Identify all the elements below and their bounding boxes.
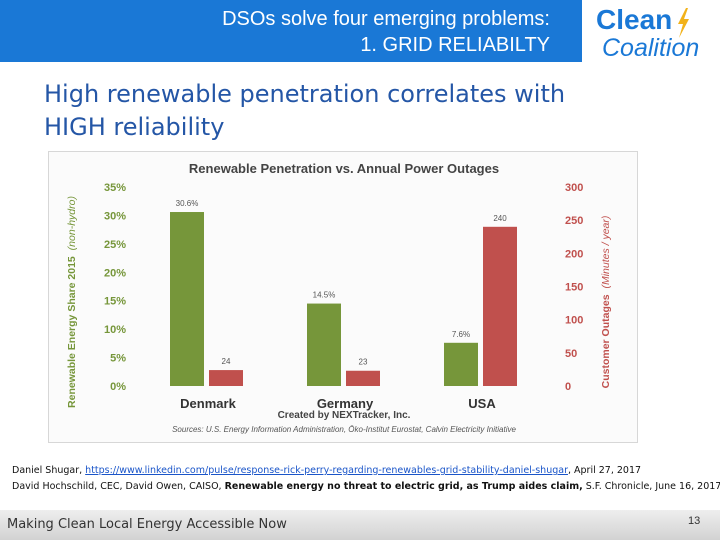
right-axis-tick: 300 xyxy=(565,182,583,194)
right-axis-ticks: 0 50 100 150 200 250 300 xyxy=(565,182,583,393)
bar-customer-outages xyxy=(209,370,243,386)
chart-credit: Created by NEXTracker, Inc. xyxy=(278,410,411,421)
lightning-bolt-icon xyxy=(678,8,689,38)
bar-label-renewable-share: 7.6% xyxy=(452,330,470,339)
left-axis-tick: 30% xyxy=(104,210,126,222)
bar-renewable-share xyxy=(444,342,478,386)
bar-label-customer-outages: 24 xyxy=(222,357,231,366)
left-axis-tick: 0% xyxy=(110,381,126,393)
left-axis-label: Renewable Energy Share 2015 xyxy=(66,256,78,408)
footer-tagline: Making Clean Local Energy Accessible Now xyxy=(7,517,287,532)
citation-2-source: S.F. Chronicle, June 16, 2017 xyxy=(582,481,720,492)
logo-word-clean: Clean xyxy=(596,4,673,35)
left-axis-tick: 10% xyxy=(104,324,126,336)
left-axis-tick: 20% xyxy=(104,267,126,279)
right-axis-tick: 250 xyxy=(565,215,583,227)
right-axis-label-suffix: (Minutes / year) xyxy=(600,216,612,289)
right-axis-tick: 100 xyxy=(565,315,583,327)
right-axis-tick: 200 xyxy=(565,248,583,260)
bar-customer-outages xyxy=(346,370,380,386)
header-line-2: 1. GRID RELIABILTY xyxy=(360,34,550,56)
chart-title: Renewable Penetration vs. Annual Power O… xyxy=(189,161,499,176)
header-line-1: DSOs solve four emerging problems: xyxy=(222,8,550,30)
citation-2-authors: David Hochschild, CEC, David Owen, CAISO… xyxy=(12,481,225,492)
slide-title-line-1: High renewable penetration correlates wi… xyxy=(44,80,566,108)
category-label: USA xyxy=(468,396,496,411)
right-axis-tick: 0 xyxy=(565,381,571,393)
bar-customer-outages xyxy=(483,226,517,386)
right-axis-title: Customer Outages (Minutes / year) xyxy=(600,216,612,389)
category-label: Germany xyxy=(317,396,374,411)
citations: Daniel Shugar, https://www.linkedin.com/… xyxy=(12,463,720,495)
slide-header-banner: DSOs solve four emerging problems: 1. GR… xyxy=(0,0,582,62)
slide-footer: Making Clean Local Energy Accessible Now… xyxy=(0,510,720,540)
left-axis-tick: 35% xyxy=(104,182,126,194)
bar-renewable-share xyxy=(307,303,341,386)
logo-word-coalition: Coalition xyxy=(602,34,700,62)
citation-1: Daniel Shugar, https://www.linkedin.com/… xyxy=(12,463,717,479)
left-axis-ticks: 0% 5% 10% 15% 20% 25% 30% 35% xyxy=(104,182,126,393)
right-axis-label: Customer Outages xyxy=(600,294,612,388)
chart-frame: Renewable Penetration vs. Annual Power O… xyxy=(48,151,638,443)
right-axis-tick: 50 xyxy=(565,348,577,360)
left-axis-tick: 15% xyxy=(104,296,126,308)
renewable-vs-outages-chart: Renewable Penetration vs. Annual Power O… xyxy=(66,161,612,434)
citation-1-link[interactable]: https://www.linkedin.com/pulse/response-… xyxy=(85,465,568,476)
left-axis-tick: 25% xyxy=(104,239,126,251)
left-axis-title: Renewable Energy Share 2015 (non-hydro) xyxy=(66,196,78,408)
category-label: Denmark xyxy=(180,396,236,411)
chart-sources: Sources: U.S. Energy Information Adminis… xyxy=(172,425,516,434)
left-axis-tick: 5% xyxy=(110,353,126,365)
citation-1-author: Daniel Shugar, xyxy=(12,465,86,476)
bar-renewable-share xyxy=(170,212,204,386)
citation-2-title: Renewable energy no threat to electric g… xyxy=(224,481,583,492)
clean-coalition-logo: Clean Coalition xyxy=(590,2,720,62)
slide-title: High renewable penetration correlates wi… xyxy=(44,78,664,144)
bar-label-renewable-share: 30.6% xyxy=(176,199,199,208)
citation-2: David Hochschild, CEC, David Owen, CAISO… xyxy=(12,479,720,495)
page-number: 13 xyxy=(688,515,701,527)
bar-label-customer-outages: 23 xyxy=(359,358,368,367)
citation-1-date: , April 27, 2017 xyxy=(567,465,642,476)
left-axis-label-suffix: (non-hydro) xyxy=(66,196,78,250)
chart-bars: 30.6% 24 14.5% 23 7.6% 240 xyxy=(170,199,517,386)
category-labels: Denmark Germany USA xyxy=(180,396,496,411)
bar-label-customer-outages: 240 xyxy=(493,214,507,223)
right-axis-tick: 150 xyxy=(565,282,583,294)
slide-title-line-2: HIGH reliability xyxy=(44,113,225,141)
bar-label-renewable-share: 14.5% xyxy=(313,291,336,300)
